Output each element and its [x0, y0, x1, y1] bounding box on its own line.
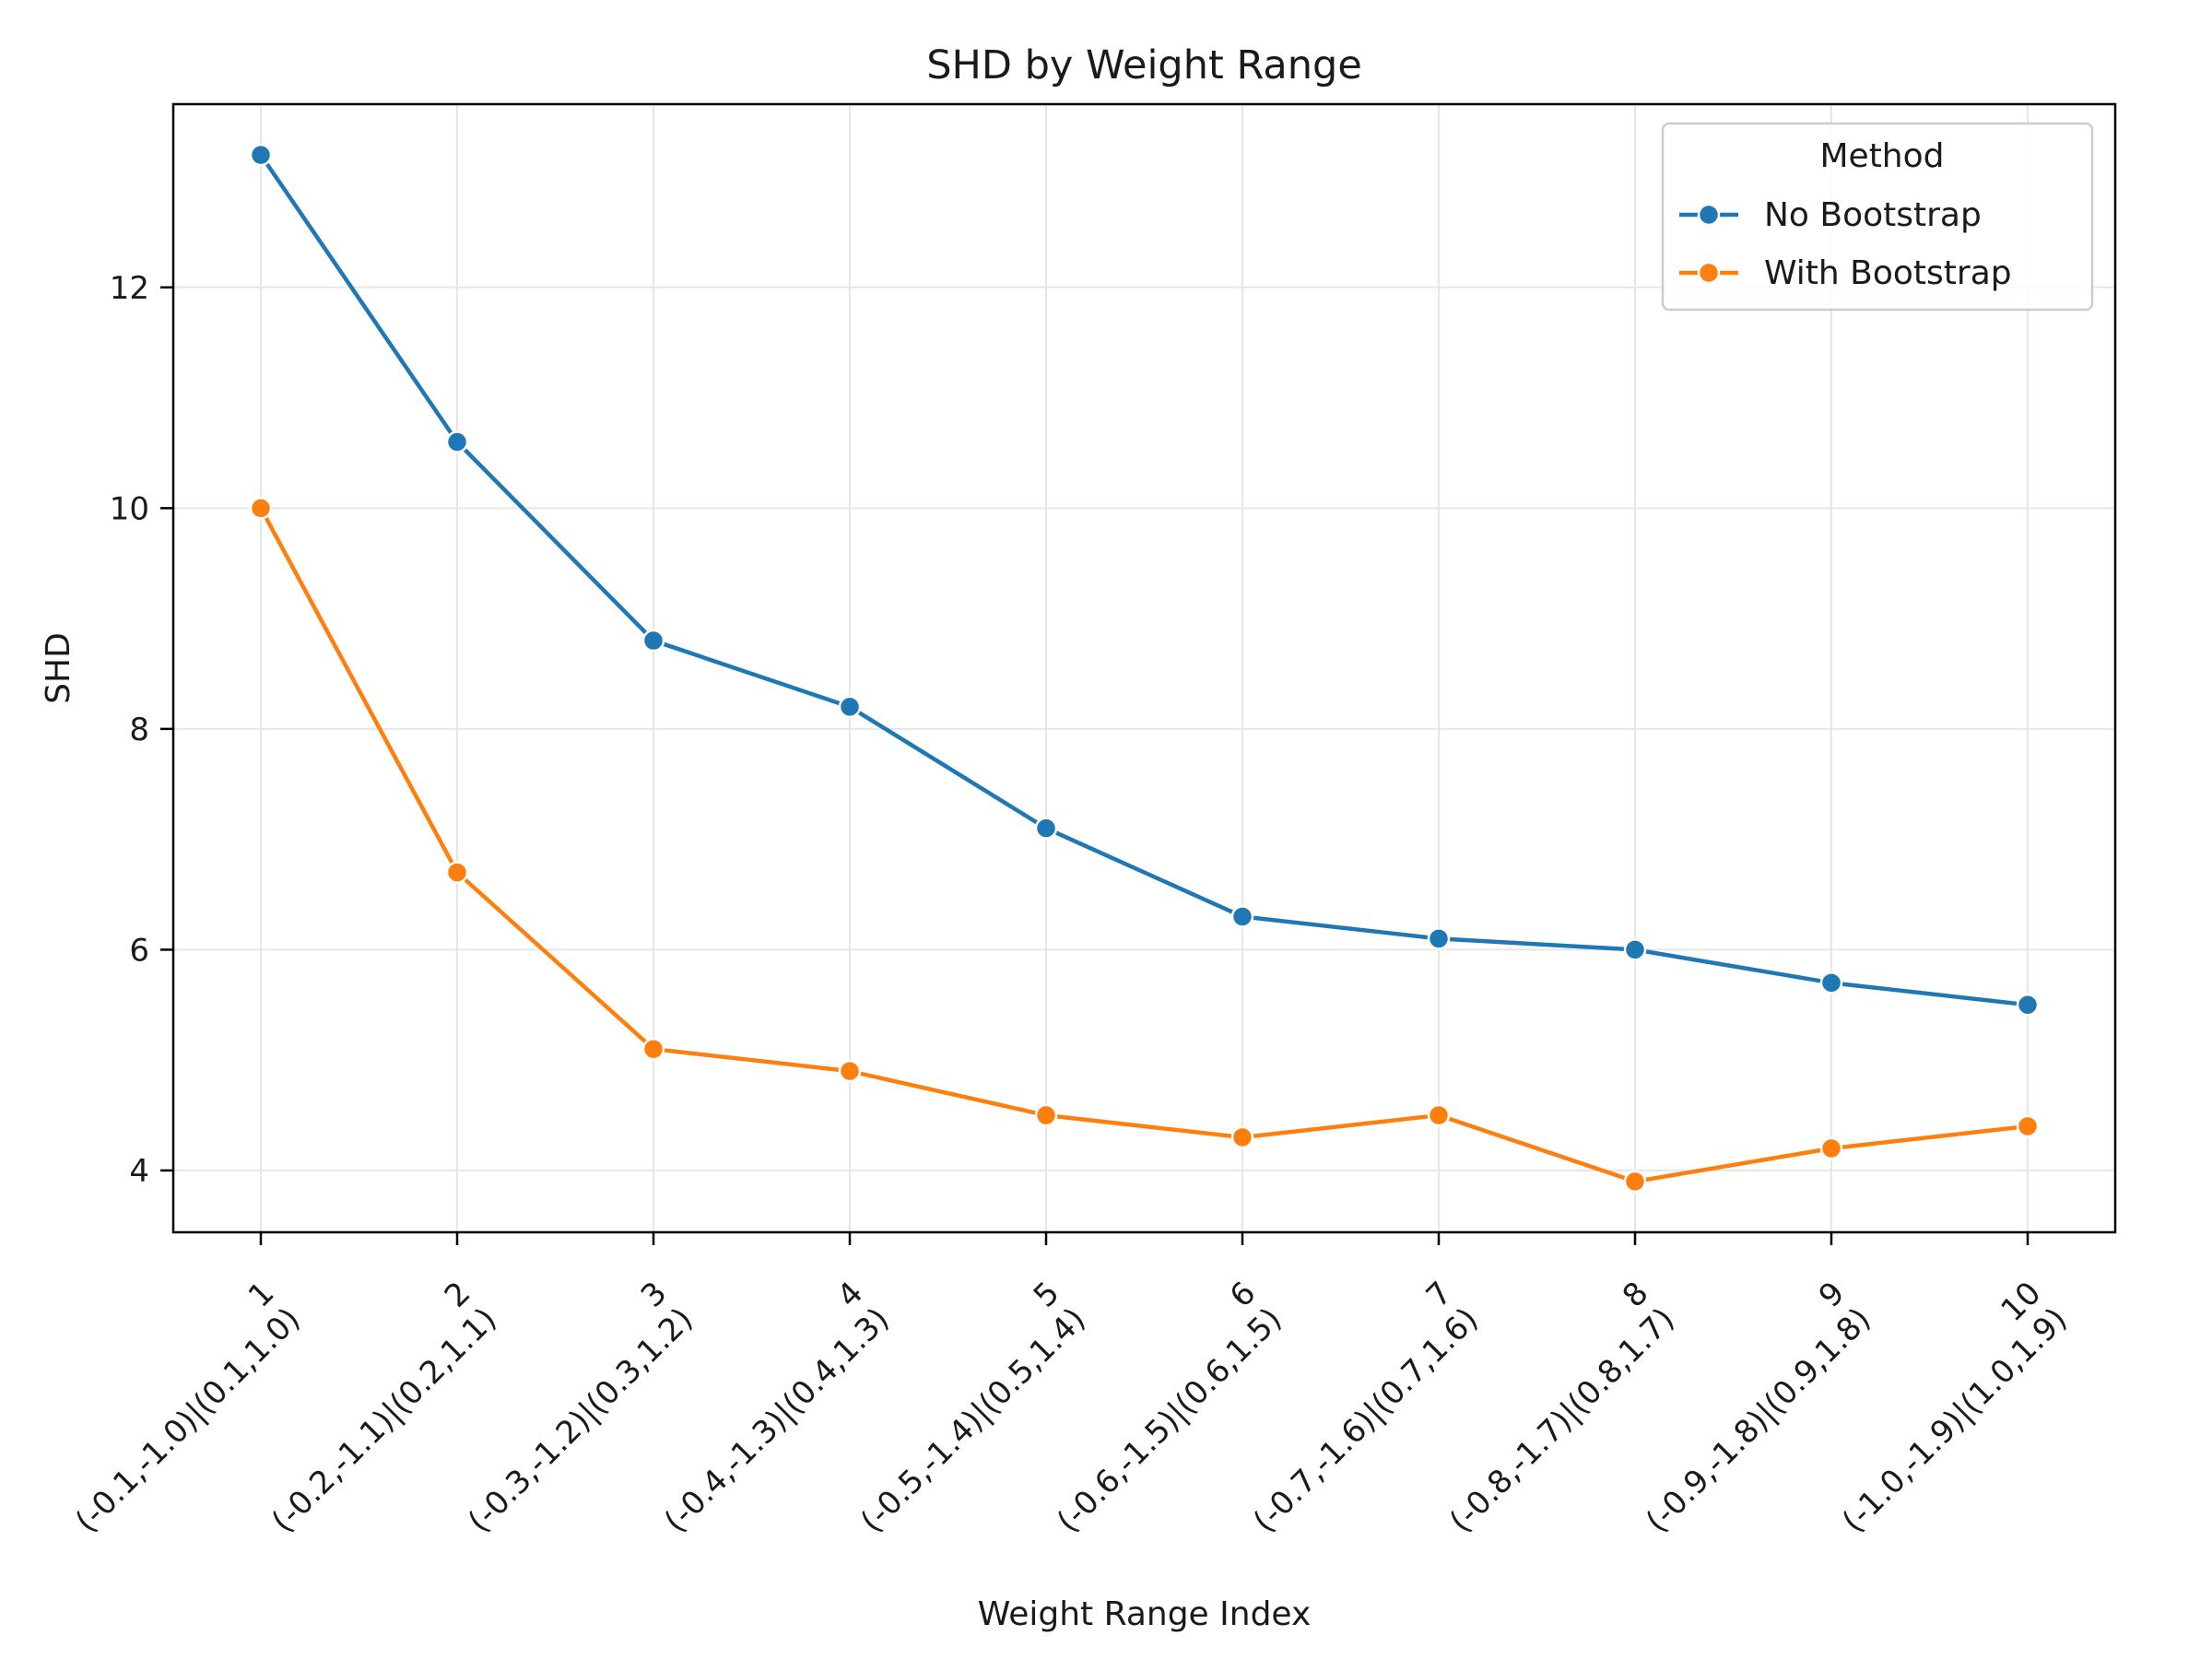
y-tick-label: 4 — [129, 1153, 149, 1190]
y-tick-label: 10 — [110, 490, 149, 527]
series-line — [258, 152, 2030, 1007]
chart-title: SHD by Weight Range — [926, 42, 1362, 88]
data-point — [838, 1059, 862, 1083]
data-point — [641, 629, 665, 653]
series-layer — [249, 143, 2040, 1194]
data-point — [249, 143, 273, 167]
data-point — [249, 497, 273, 520]
data-point — [1623, 938, 1647, 961]
legend-marker — [1697, 203, 1721, 227]
data-point — [641, 1037, 665, 1061]
data-point — [1034, 1103, 1058, 1127]
data-point — [1427, 927, 1451, 950]
data-point — [445, 861, 469, 884]
legend: Method No Bootstrap With Bootstrap — [1661, 122, 2094, 312]
series-line — [258, 506, 2030, 1184]
data-point — [1230, 1125, 1254, 1149]
series-no-bootstrap — [249, 143, 2040, 1017]
legend-title: Method — [1819, 137, 1944, 175]
data-point — [2016, 994, 2040, 1017]
data-point — [1427, 1103, 1451, 1127]
data-point — [1623, 1170, 1647, 1194]
y-tick-label: 8 — [129, 712, 149, 748]
legend-label: No Bootstrap — [1764, 196, 1982, 234]
data-point — [1819, 971, 1843, 994]
plot-frame — [171, 102, 2117, 1234]
legend-marker — [1697, 261, 1721, 285]
x-axis-title: Weight Range Index — [978, 1595, 1312, 1633]
legend-box — [1661, 122, 2094, 312]
y-tick-label: 12 — [110, 270, 149, 307]
data-point — [1819, 1136, 1843, 1160]
data-point — [445, 430, 469, 453]
data-point — [1034, 817, 1058, 840]
legend-label: With Bootstrap — [1764, 254, 2012, 292]
y-tick-label: 6 — [129, 932, 149, 969]
data-point — [1230, 905, 1254, 928]
data-point — [838, 695, 862, 719]
series-with-bootstrap — [249, 497, 2040, 1194]
data-point — [2016, 1114, 2040, 1138]
y-axis-title: SHD — [40, 632, 77, 704]
